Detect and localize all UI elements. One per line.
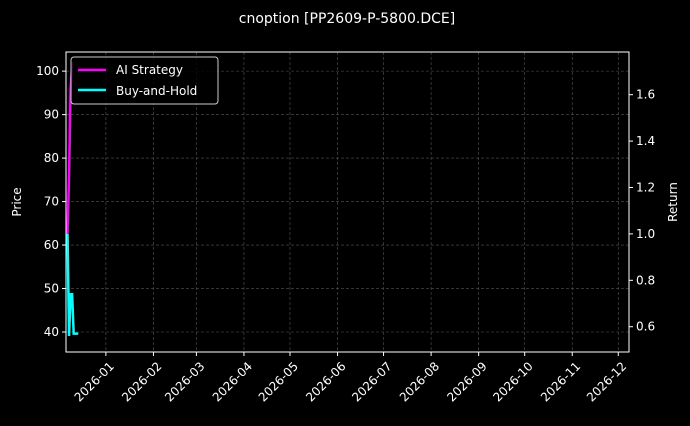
- x-tick-label: 2026-08: [397, 359, 442, 404]
- x-tick-label: 2026-11: [538, 359, 583, 404]
- y-tick-label: 90: [44, 108, 59, 122]
- y2-tick-label: 1.4: [636, 134, 655, 148]
- series-line-buy-and-hold: [66, 233, 79, 337]
- y2-axis-label: Return: [666, 182, 680, 222]
- y2-tick-label: 1.6: [636, 88, 655, 102]
- y-tick-label: 70: [44, 195, 59, 209]
- legend-box: [70, 56, 219, 105]
- y2-tick-label: 1.0: [636, 227, 655, 241]
- x-tick-label: 2026-04: [210, 359, 255, 404]
- y2-tick-label: 0.8: [636, 273, 655, 287]
- legend-label-buy-and-hold: Buy-and-Hold: [116, 84, 197, 98]
- x-tick-label: 2026-10: [490, 359, 535, 404]
- y-axis-label: Price: [10, 187, 24, 216]
- x-tick-label: 2026-09: [444, 359, 489, 404]
- y2-tick-label: 0.6: [636, 320, 655, 334]
- chart-title: cnoption [PP2609-P-5800.DCE]: [239, 11, 455, 27]
- y-tick-label: 80: [44, 151, 59, 165]
- x-tick-label: 2026-03: [162, 359, 207, 404]
- y-tick-label: 50: [44, 282, 59, 296]
- y2-tick-label: 1.2: [636, 180, 655, 194]
- x-tick-label: 2026-06: [303, 359, 348, 404]
- x-tick-label: 2026-02: [119, 359, 164, 404]
- y-tick-label: 40: [44, 325, 59, 339]
- x-tick-label: 2026-12: [584, 359, 629, 404]
- x-tick-label: 2026-01: [72, 359, 117, 404]
- x-tick-label: 2026-07: [349, 359, 394, 404]
- y-tick-label: 100: [36, 64, 59, 78]
- y-tick-label: 60: [44, 238, 59, 252]
- legend: AI Strategy Buy-and-Hold: [70, 56, 219, 105]
- x-tick-label: 2026-05: [256, 359, 301, 404]
- legend-label-ai-strategy: AI Strategy: [116, 63, 183, 77]
